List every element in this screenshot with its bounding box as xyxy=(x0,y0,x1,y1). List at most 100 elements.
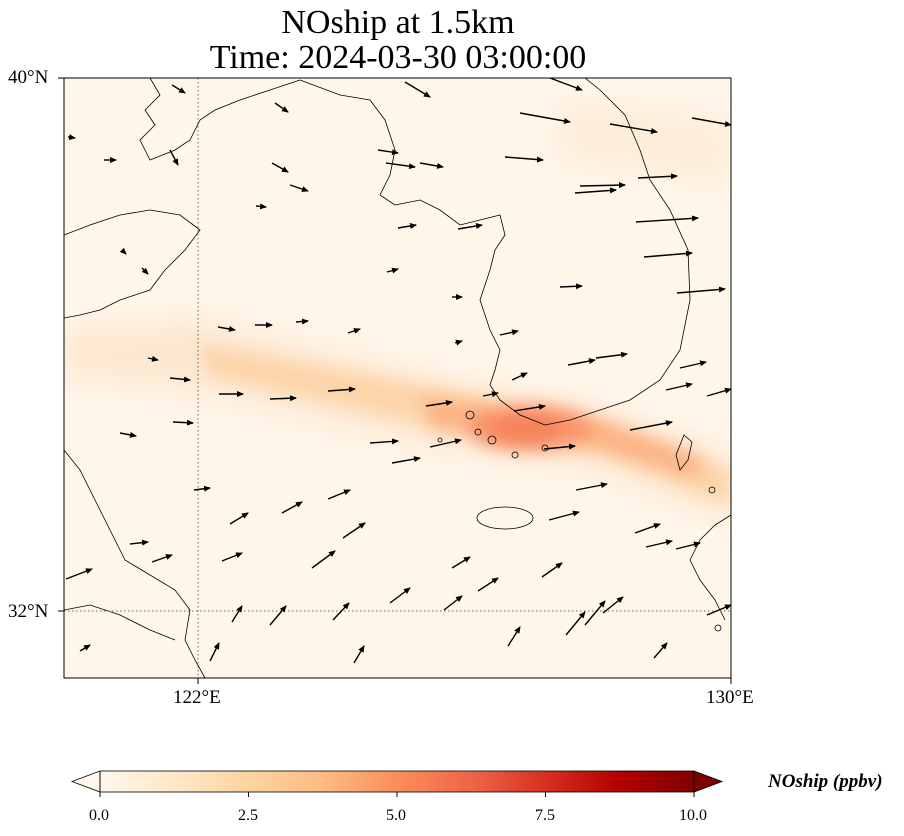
wind-arrow xyxy=(289,184,309,192)
wind-arrow xyxy=(269,395,297,402)
wind-arrow xyxy=(559,283,583,290)
wind-arrow xyxy=(675,541,701,550)
colorbar-tick-1: 2.5 xyxy=(238,807,258,824)
wind-arrow xyxy=(635,215,699,223)
lon-tick-130e: 130°E xyxy=(706,687,754,708)
wind-arrow xyxy=(193,485,211,492)
wind-arrow xyxy=(377,149,399,156)
wind-arrow xyxy=(65,568,93,580)
wind-arrow xyxy=(676,286,726,294)
wind-arrow xyxy=(541,562,563,578)
wind-arrow xyxy=(706,604,731,616)
wind-arrow xyxy=(389,587,411,604)
wind-arrow xyxy=(119,431,137,438)
lat-tick-32n: 32°N xyxy=(8,601,49,622)
colorbar xyxy=(70,770,724,797)
lon-tick-122e: 122°E xyxy=(173,687,221,708)
wind-arrow xyxy=(499,329,519,336)
wind-arrow xyxy=(609,123,658,134)
wind-arrow xyxy=(543,443,576,450)
wind-arrow xyxy=(169,149,179,166)
colorbar-tick-3: 7.5 xyxy=(535,807,555,824)
wind-vectors xyxy=(65,78,731,664)
gridlines xyxy=(64,78,731,678)
map-title-line-1: NOship at 1.5km xyxy=(281,4,515,41)
wind-arrow xyxy=(147,355,159,362)
wind-arrow xyxy=(332,602,350,621)
lat-tick-40n: 40°N xyxy=(8,67,49,88)
wind-arrow xyxy=(584,600,606,626)
wind-arrow xyxy=(327,489,351,500)
axis-ticks xyxy=(58,77,732,684)
wind-arrow xyxy=(217,326,236,332)
colorbar-tick-4: 10.0 xyxy=(679,807,707,824)
colorbar-extend-low xyxy=(70,770,101,793)
wind-arrow xyxy=(311,550,336,569)
wind-arrow xyxy=(347,328,361,334)
wind-arrow xyxy=(171,84,186,94)
wind-arrow xyxy=(579,182,626,189)
wind-arrow xyxy=(567,358,596,366)
wind-arrow xyxy=(67,134,76,141)
colorbar-label: NOship (ppbv) xyxy=(768,771,883,792)
wind-arrow xyxy=(549,78,583,91)
wind-arrow xyxy=(565,611,586,636)
wind-arrow xyxy=(172,419,194,426)
wind-arrow xyxy=(425,399,453,407)
wind-arrow xyxy=(574,187,617,194)
wind-arrow xyxy=(457,223,483,230)
colorbar-tick-0: 0.0 xyxy=(89,807,109,824)
wind-arrow xyxy=(513,403,546,412)
wind-arrow xyxy=(151,554,173,563)
wind-arrow xyxy=(129,539,149,546)
wind-arrow xyxy=(79,644,91,652)
wind-arrow xyxy=(229,512,249,525)
map-title-line-2: Time: 2024-03-30 03:00:00 xyxy=(209,39,587,76)
wind-arrow xyxy=(602,596,624,614)
wind-arrow xyxy=(269,605,287,626)
wind-arrow xyxy=(643,250,693,258)
wind-arrow xyxy=(429,438,462,448)
colorbar-extend-high xyxy=(693,770,724,793)
wind-arrow xyxy=(391,456,421,464)
wind-arrow xyxy=(209,642,220,662)
wind-arrow xyxy=(645,539,673,548)
concentration-field xyxy=(64,78,731,678)
wind-arrow xyxy=(637,173,678,180)
wind-arrow xyxy=(511,372,528,381)
coastlines xyxy=(64,78,731,678)
wind-arrow xyxy=(271,162,289,173)
wind-arrow xyxy=(369,438,399,445)
wind-arrow xyxy=(281,501,303,514)
wind-arrow xyxy=(397,223,417,229)
wind-arrow xyxy=(141,267,149,275)
wind-arrow xyxy=(706,387,731,397)
wind-arrow xyxy=(595,351,628,359)
wind-arrow xyxy=(548,510,580,521)
wind-arrow xyxy=(504,156,544,163)
wind-arrow xyxy=(327,386,356,393)
wind-arrow xyxy=(575,482,608,491)
wind-arrow xyxy=(231,605,243,623)
wind-arrow xyxy=(519,112,571,124)
wind-arrow xyxy=(665,382,693,391)
wind-arrow xyxy=(221,552,243,562)
colorbar-tick-2: 5.0 xyxy=(386,807,406,824)
wind-arrow xyxy=(679,360,707,369)
wind-arrow xyxy=(119,247,127,255)
ship-plume-core xyxy=(200,345,731,505)
map-frame xyxy=(63,77,732,679)
wind-arrow xyxy=(295,318,309,325)
wind-arrow xyxy=(404,81,431,98)
wind-arrow xyxy=(454,339,463,346)
wind-arrow xyxy=(634,523,661,534)
wind-arrow xyxy=(482,391,499,398)
wind-arrow xyxy=(451,556,471,569)
wind-arrow xyxy=(274,102,289,113)
wind-arrow xyxy=(629,420,673,431)
wind-arrow xyxy=(255,203,267,210)
colorbar-gradient xyxy=(100,771,694,792)
wind-arrow xyxy=(653,642,668,659)
wind-arrow xyxy=(342,522,366,539)
